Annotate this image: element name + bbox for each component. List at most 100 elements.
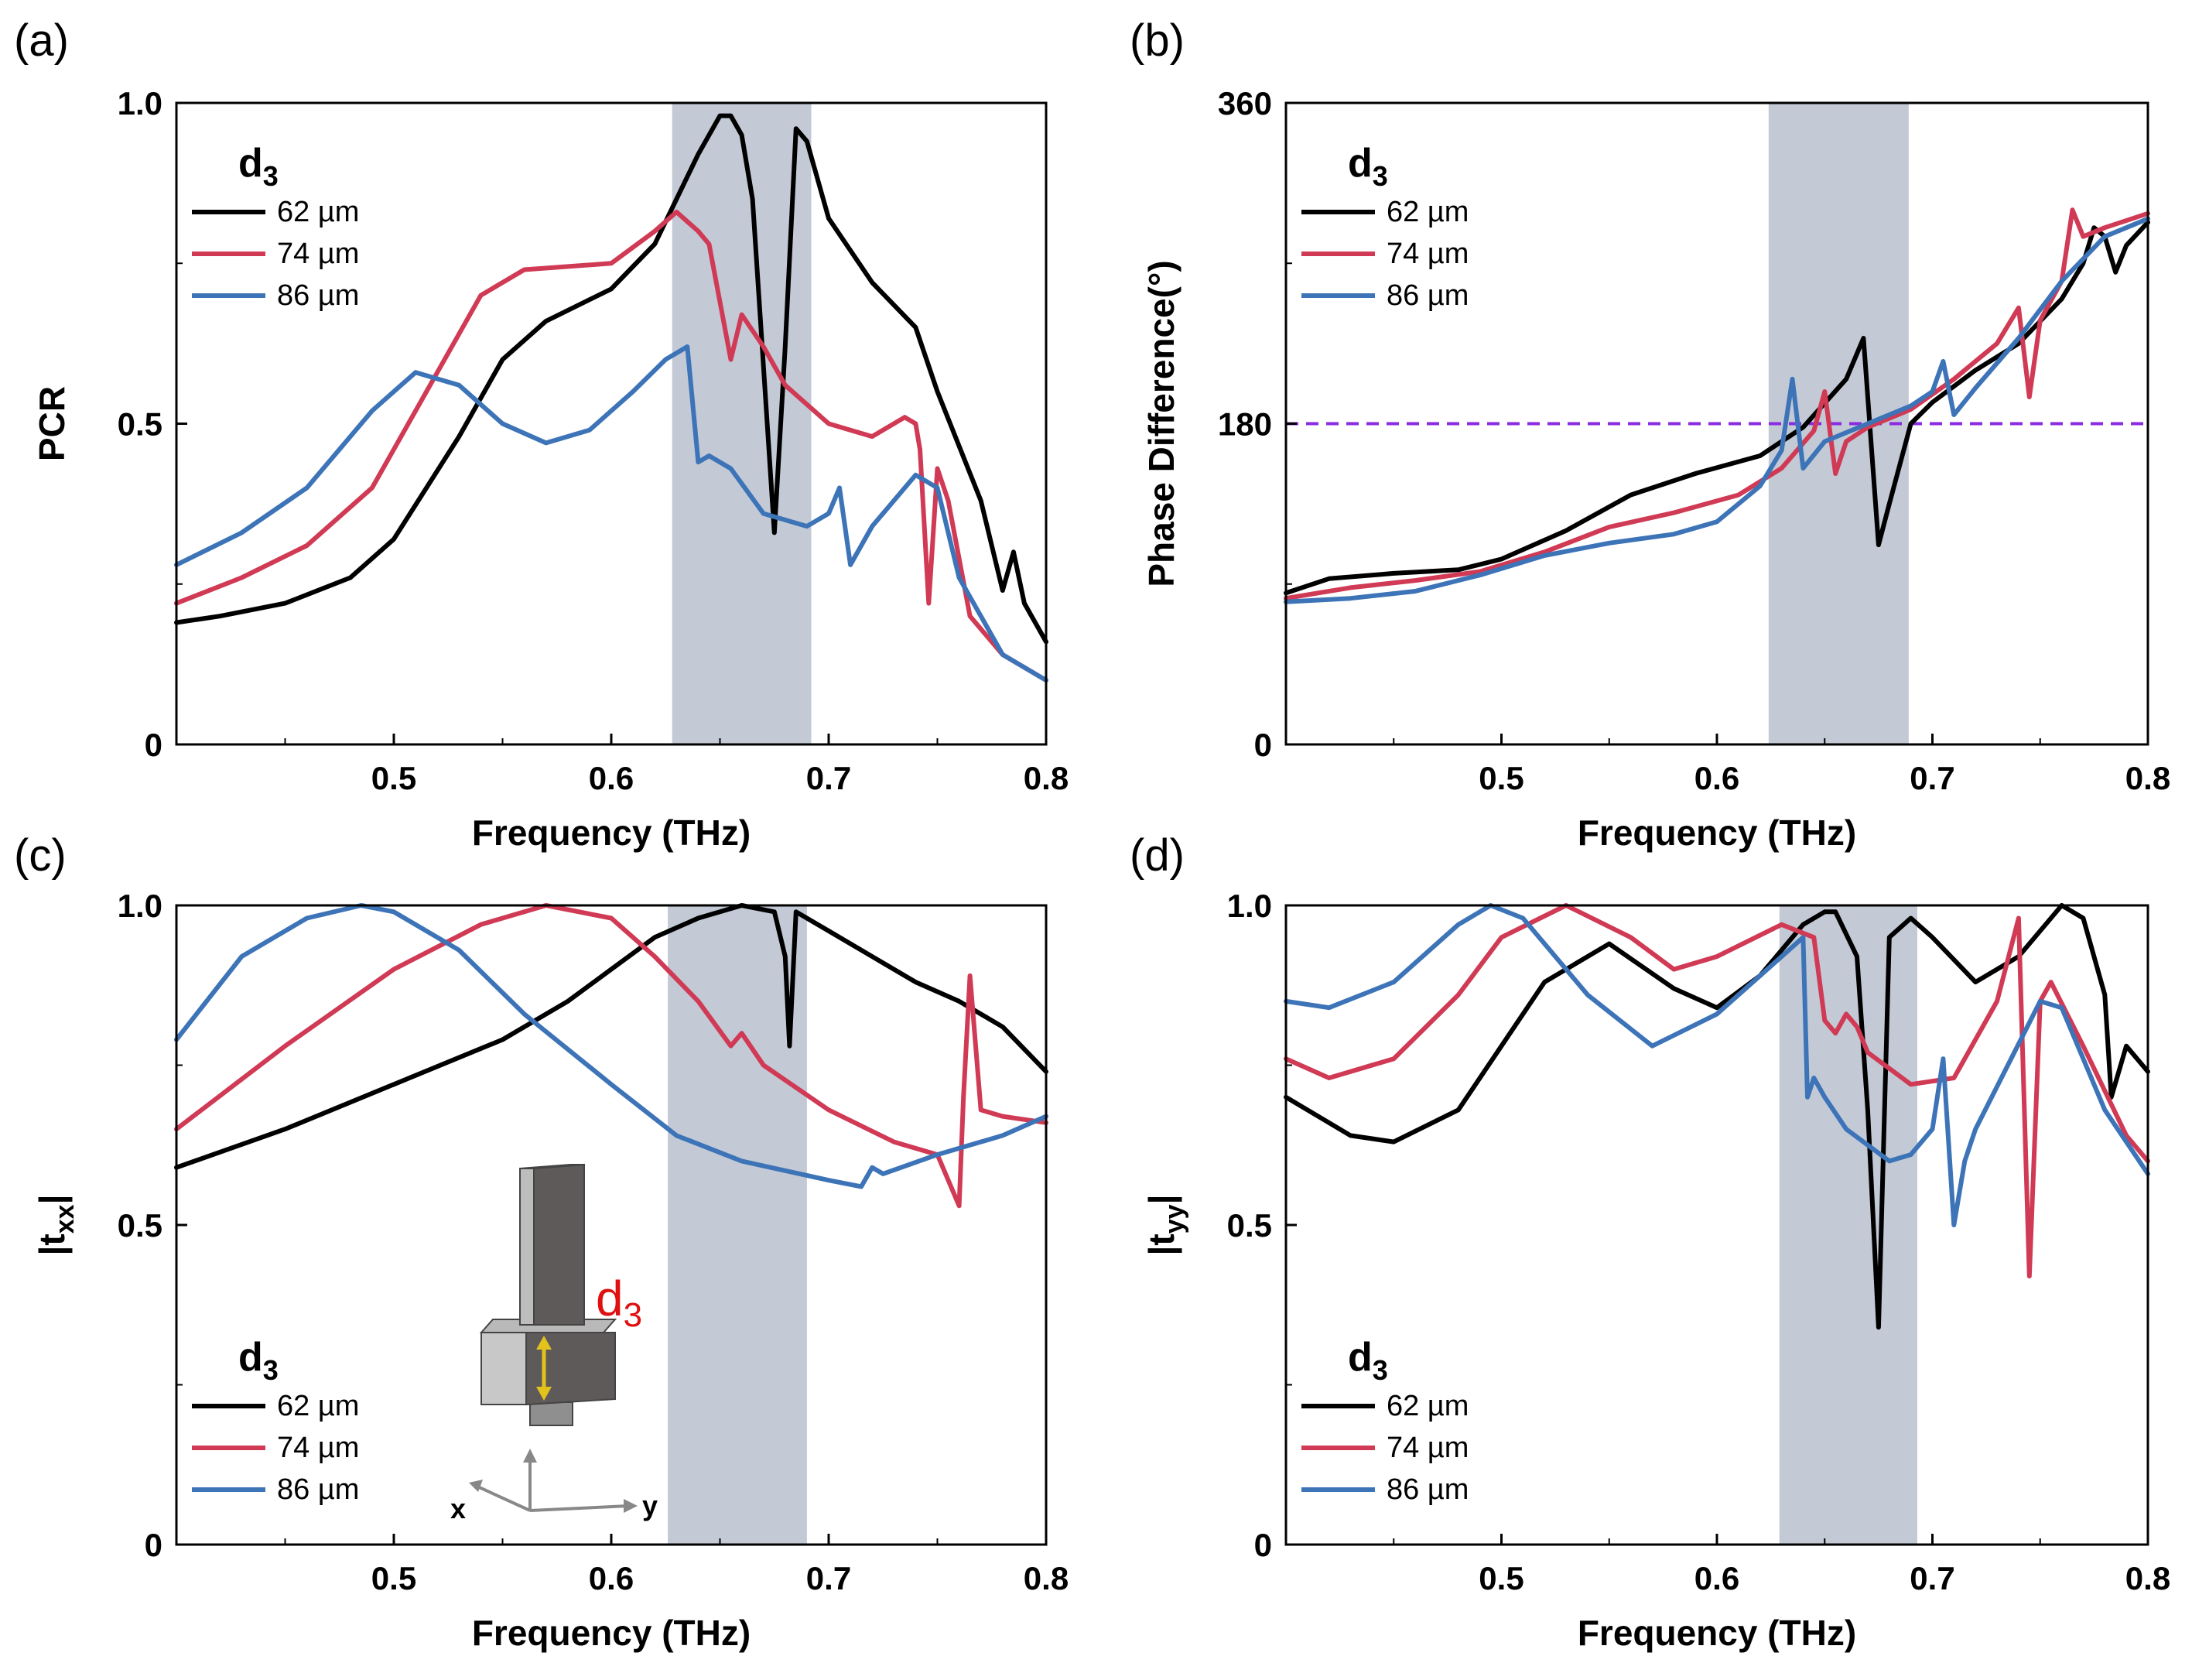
y-tick-label: 0 (1254, 1527, 1272, 1563)
x-axis-label-a: Frequency (THz) (472, 813, 751, 853)
structure-inset: d3 x y (450, 1163, 658, 1524)
inset-pillar-front (533, 1163, 585, 1326)
series-line-86 (174, 344, 1048, 683)
x-tick-label: 0.6 (589, 760, 634, 796)
x-tick-label: 0.5 (371, 760, 416, 796)
legend-label-74: 74 µm (277, 238, 359, 270)
legend-title-main: d (238, 1335, 263, 1380)
legend-label-74: 74 µm (1387, 238, 1469, 270)
legend-title-a: d3 (238, 141, 279, 192)
inset-axis-z-head (523, 1449, 537, 1463)
legend-label-74: 74 µm (277, 1432, 359, 1464)
legend-title-main: d (1348, 141, 1373, 186)
y-axis-label-end: | (1141, 1195, 1181, 1205)
legend-label-86: 86 µm (1387, 1473, 1469, 1506)
legend-title-sub: 3 (263, 160, 279, 192)
inset-axis-x-label: x (450, 1493, 466, 1524)
y-tick-label: 0.5 (118, 1207, 162, 1244)
inset-base-front (525, 1332, 616, 1406)
series-line-86 (1284, 216, 2150, 604)
y-axis-label-sub: xx (50, 1204, 80, 1233)
legend-label-86: 86 µm (277, 1473, 359, 1506)
legend-label-62: 62 µm (1387, 1390, 1469, 1422)
series-line-62 (174, 113, 1048, 645)
x-tick-label: 0.7 (806, 760, 851, 796)
legend-title-d: d3 (1348, 1335, 1388, 1386)
x-tick-label: 0.5 (1479, 760, 1523, 796)
y-tick-label: 1.0 (1227, 888, 1272, 924)
inset-axis-y-label: y (642, 1490, 658, 1521)
legend-title-c: d3 (238, 1335, 279, 1386)
x-tick-label: 0.6 (1694, 760, 1739, 796)
highlight-band (668, 905, 807, 1545)
panel-c: (c) 0.5 0.6 0.7 0.800.51.0 Frequency (THz) … (14, 830, 1069, 1653)
legend-label-86: 86 µm (1387, 279, 1469, 312)
y-tick-label: 0.5 (1227, 1207, 1272, 1244)
panel-label-a: (a) (14, 15, 69, 66)
y-axis-label-main: |t (1141, 1233, 1181, 1255)
legend-label-62: 62 µm (1387, 196, 1469, 228)
x-tick-label: 0.5 (371, 1560, 416, 1596)
y-tick-label: 1.0 (118, 85, 162, 121)
inset-base-left (480, 1332, 527, 1405)
legend-title-b: d3 (1348, 141, 1388, 192)
inset-d3-label: d3 (596, 1271, 642, 1334)
legend-label-86: 86 µm (277, 279, 359, 312)
panel-d: (d) 0.5 0.6 0.7 0.800.51.0 Frequency (THz) … (1130, 830, 2170, 1653)
legend-label-74: 74 µm (1387, 1432, 1469, 1464)
y-axis-label-end: | (32, 1195, 72, 1205)
series-line-74 (174, 903, 1048, 1209)
inset-d3-arrow-head-down (536, 1387, 552, 1401)
y-tick-label: 180 (1218, 406, 1272, 443)
x-axis-label-c: Frequency (THz) (472, 1613, 751, 1653)
series-line-62 (1284, 903, 2150, 1330)
x-tick-label: 0.8 (2125, 1560, 2170, 1596)
panel-label-b: (b) (1130, 15, 1185, 66)
inset-axis-y-head (624, 1499, 638, 1513)
legend-label-62: 62 µm (277, 1390, 359, 1422)
legend-label-62: 62 µm (277, 196, 359, 228)
legend-title-sub: 3 (1373, 160, 1388, 192)
series-line-62 (174, 903, 1048, 1170)
x-axis-label-b: Frequency (THz) (1578, 813, 1856, 853)
series-line-86 (1284, 903, 2150, 1227)
legend-title-sub: 3 (263, 1354, 279, 1386)
x-tick-label: 0.7 (1910, 1560, 1954, 1596)
y-axis-label-main: |t (32, 1233, 72, 1255)
legend-title-main: d (1348, 1335, 1373, 1380)
inset-axis-y (529, 1504, 629, 1512)
inset-axis-x (475, 1484, 531, 1512)
x-tick-label: 0.7 (806, 1560, 851, 1596)
legend-a: d3 62 µm 74 µm 86 µm (192, 141, 359, 312)
highlight-band (1779, 905, 1918, 1545)
legend-c: d3 62 µm 74 µm 86 µm (192, 1335, 359, 1506)
series-line-86 (174, 903, 1048, 1189)
inset-axis-x-head (469, 1480, 483, 1492)
x-tick-label: 0.7 (1910, 760, 1954, 796)
x-tick-label: 0.8 (1024, 1560, 1069, 1596)
y-tick-label: 0 (145, 727, 162, 763)
y-tick-label: 0 (145, 1527, 162, 1563)
x-tick-label: 0.8 (1024, 760, 1069, 796)
inset-d3-arrow-head-up (536, 1336, 552, 1350)
x-tick-label: 0.6 (589, 1560, 634, 1596)
y-tick-label: 1.0 (118, 888, 162, 924)
y-axis-label-b: Phase Difference(°) (1141, 260, 1181, 587)
panel-a: (a) 0.5 0.6 0.7 0.800.51.0 Frequency (THz) … (14, 15, 1069, 853)
series-line-62 (1284, 220, 2150, 596)
y-axis-label-a: PCR (32, 386, 72, 461)
y-tick-label: 0.5 (118, 406, 162, 443)
legend-d: d3 62 µm 74 µm 86 µm (1301, 1335, 1469, 1506)
inset-pillar-top (519, 1164, 585, 1169)
x-tick-label: 0.5 (1479, 1560, 1523, 1596)
x-tick-label: 0.8 (2125, 760, 2170, 796)
y-axis-label-c: |txx| (32, 1195, 80, 1256)
legend-title-main: d (238, 141, 263, 186)
series-line-74 (1284, 903, 2150, 1279)
legend-b: d3 62 µm 74 µm 86 µm (1301, 141, 1469, 312)
y-tick-label: 360 (1218, 85, 1272, 121)
y-tick-label: 0 (1254, 727, 1272, 763)
inset-bottom-stub (529, 1401, 573, 1426)
